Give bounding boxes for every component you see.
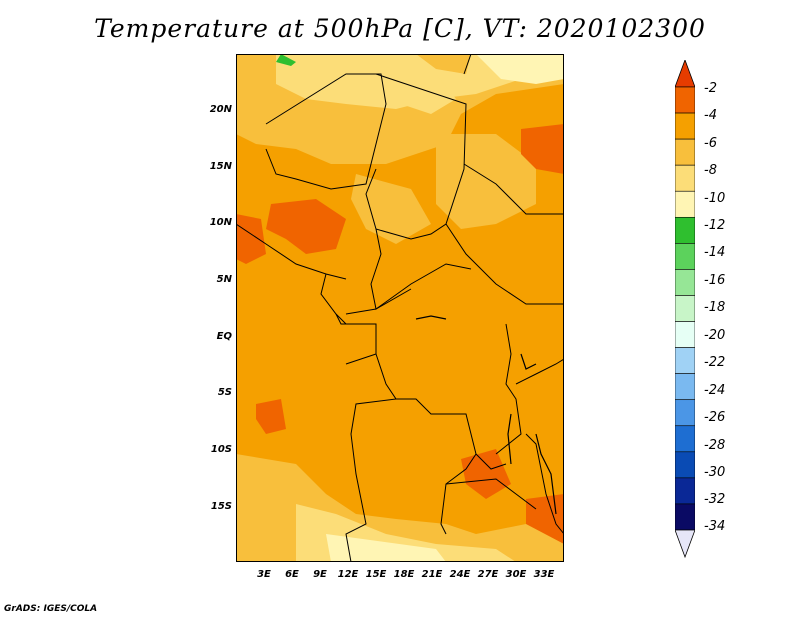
colorbar-segment <box>675 269 695 296</box>
colorbar-segment <box>675 86 695 114</box>
colorbar-label: -20 <box>704 328 726 343</box>
colorbar-segment <box>675 112 695 140</box>
colorbar-label: -4 <box>704 108 717 123</box>
lon-label-12e: 12E <box>337 569 359 580</box>
colorbar-segment <box>675 347 695 374</box>
colorbar-bottom-arrow <box>675 529 695 559</box>
colorbar-label: -14 <box>704 245 726 260</box>
sudan-warm-region <box>521 124 564 174</box>
lon-label-33e: 33E <box>533 569 555 580</box>
colorbar-segment <box>675 451 695 479</box>
lon-label-27e: 27E <box>477 569 499 580</box>
colorbar-label: -32 <box>704 492 726 507</box>
colorbar-segment <box>675 503 695 531</box>
colorbar-label: -30 <box>704 465 726 480</box>
colorbar-segment <box>675 164 695 192</box>
lat-label-10n: 10N <box>209 217 232 228</box>
green-patch <box>276 54 296 66</box>
colorbar-label: -12 <box>704 218 726 233</box>
lat-label-20n: 20N <box>209 104 232 115</box>
lon-label-15e: 15E <box>365 569 387 580</box>
north-east-coolest-patch <box>476 54 564 84</box>
nigeria-warm-region <box>266 199 346 254</box>
lat-label-5n: 5N <box>216 274 232 285</box>
colorbar-segments <box>675 86 695 531</box>
map-frame <box>236 54 564 562</box>
colorbar-segment <box>675 321 695 348</box>
colorbar-label: -22 <box>704 355 726 370</box>
colorbar-label: -34 <box>704 519 726 534</box>
country-borders <box>236 54 564 562</box>
lon-label-9e: 9E <box>313 569 327 580</box>
colorbar-label: -2 <box>704 81 717 96</box>
colorbar-segment <box>675 190 695 218</box>
lon-label-24e: 24E <box>449 569 471 580</box>
colorbar <box>675 60 695 559</box>
south-coolest-region <box>326 534 446 562</box>
west-coast-warm-region <box>236 214 266 264</box>
colorbar-segment <box>675 243 695 270</box>
colorbar-label: -28 <box>704 438 726 453</box>
sahara-cool-patch <box>376 64 456 114</box>
lat-label-15n: 15N <box>209 161 232 172</box>
colorbar-segment <box>675 477 695 505</box>
colorbar-segment <box>675 399 695 427</box>
lon-label-3e: 3E <box>257 569 271 580</box>
chad-cool-region <box>436 134 536 229</box>
colorbar-top-arrow <box>675 60 695 88</box>
colorbar-label: -6 <box>704 136 717 151</box>
colorbar-segment <box>675 138 695 166</box>
colorbar-label: -16 <box>704 273 726 288</box>
central-cool-region <box>351 174 431 244</box>
colorbar-label: -18 <box>704 300 726 315</box>
colorbar-label: -8 <box>704 163 717 178</box>
lon-label-18e: 18E <box>393 569 415 580</box>
colorbar-label: -10 <box>704 191 726 206</box>
colorbar-segment <box>675 216 695 244</box>
lat-label-10s: 10S <box>210 444 232 455</box>
colorbar-segment <box>675 425 695 453</box>
colorbar-segment <box>675 295 695 322</box>
temperature-map <box>236 54 564 562</box>
colorbar-segment <box>675 373 695 401</box>
lakes <box>415 315 557 515</box>
angola-coast-warm-spot <box>256 399 286 434</box>
lon-label-21e: 21E <box>421 569 443 580</box>
grads-credit: GrADS: IGES/COLA <box>4 604 98 614</box>
colorbar-label: -24 <box>704 383 726 398</box>
zambia-warm-spot <box>461 449 511 499</box>
lat-label-eq: EQ <box>216 331 232 342</box>
map-title: Temperature at 500hPa [C], VT: 202010230… <box>94 14 706 43</box>
lat-label-15s: 15S <box>210 501 232 512</box>
colorbar-label: -26 <box>704 410 726 425</box>
lat-label-5s: 5S <box>217 387 232 398</box>
lon-label-30e: 30E <box>505 569 527 580</box>
lon-label-6e: 6E <box>285 569 299 580</box>
